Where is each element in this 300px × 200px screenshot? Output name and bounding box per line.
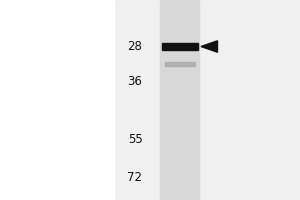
Text: 36: 36: [128, 75, 142, 88]
Text: 55: 55: [128, 133, 142, 146]
Text: 72: 72: [128, 171, 142, 184]
Polygon shape: [201, 41, 217, 52]
Bar: [160, 0, 200, 200]
Text: 28: 28: [128, 40, 142, 53]
Bar: [165, 62, 195, 66]
Bar: [0, 0, 114, 200]
Bar: [162, 43, 198, 50]
Bar: [114, 0, 300, 200]
